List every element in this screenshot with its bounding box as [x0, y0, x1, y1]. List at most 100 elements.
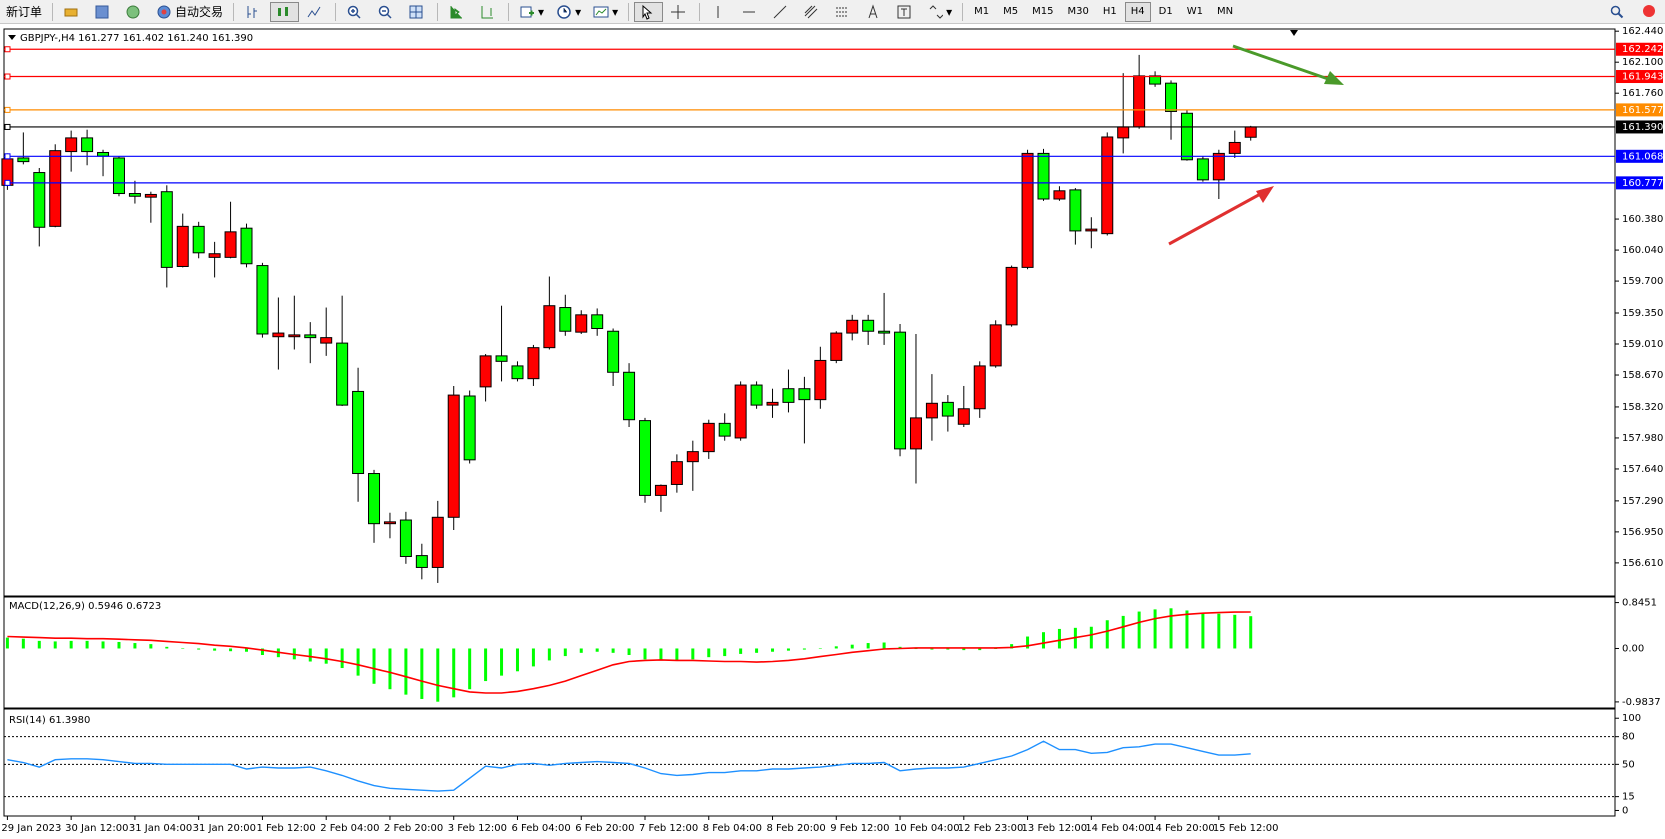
icon	[1610, 5, 1624, 18]
auto-scroll[interactable]	[443, 2, 472, 22]
timeframe-button[interactable]: MN	[1216, 6, 1234, 17]
macd-bar	[484, 648, 488, 682]
timeframe-button[interactable]: M1	[974, 6, 990, 17]
new-order-button[interactable]: 新订单	[1, 2, 47, 22]
candle-body	[1117, 126, 1130, 139]
crosshair-tool[interactable]	[665, 2, 694, 22]
timeframe-button[interactable]: H4	[1124, 1, 1151, 22]
toolbar-icon[interactable]	[120, 2, 149, 22]
timeframe-button[interactable]: M30	[1067, 6, 1089, 17]
timeframe-button[interactable]: H1	[1102, 6, 1117, 17]
search-button[interactable]	[1604, 2, 1633, 22]
y-tick-label: -0.9837	[1622, 697, 1661, 708]
candle-body	[846, 319, 859, 334]
candle-body	[575, 314, 588, 333]
icon	[717, 5, 719, 18]
toolbar-icon[interactable]	[301, 2, 330, 22]
timeframe-group: M1 M5 M15 M30 H1 H4 D1 W1 MN	[967, 1, 1240, 22]
y-tick-label: 161.760	[1622, 88, 1663, 99]
chart-shift[interactable]	[474, 2, 503, 22]
macd-bar	[531, 648, 535, 667]
toolbar-icon[interactable]	[270, 1, 300, 22]
channel-tool[interactable]	[798, 2, 827, 22]
horizontal-line-tool[interactable]	[736, 2, 765, 22]
symbol-menu-marker	[8, 35, 16, 40]
green-arrow-head	[1324, 71, 1344, 85]
macd-bar	[834, 646, 838, 649]
label-tool[interactable]	[891, 2, 920, 22]
candle-body	[208, 253, 221, 258]
candle-body	[1244, 126, 1257, 138]
candle-body	[97, 151, 110, 157]
candle-body	[1005, 266, 1018, 326]
icon	[671, 4, 686, 19]
macd-bar	[866, 643, 870, 649]
icon	[409, 5, 423, 18]
macd-bar	[898, 646, 902, 649]
macd-bar	[978, 648, 982, 651]
macd-bar	[213, 648, 217, 651]
macd-bar	[133, 643, 137, 649]
indicators-menu[interactable]: ▾	[514, 2, 549, 22]
red-arrow	[1168, 190, 1265, 246]
main-title: GBPJPY-,H4 161.277 161.402 161.240 161.3…	[20, 33, 253, 44]
macd-bar	[181, 648, 185, 649]
level-label: 161.390	[1622, 122, 1663, 133]
timeframe-button[interactable]: D1	[1158, 6, 1173, 17]
templates-menu[interactable]: ▾	[588, 2, 623, 22]
x-tick-label: 31 Jan 04:00	[129, 823, 192, 834]
candle-body	[176, 225, 189, 267]
icon	[126, 5, 140, 18]
tile-windows[interactable]	[403, 2, 432, 22]
candle-body	[957, 408, 970, 425]
cursor-tool[interactable]	[634, 1, 664, 22]
icon	[347, 5, 361, 19]
candle-body	[559, 307, 572, 332]
candle-body	[33, 172, 46, 228]
candle-body	[878, 330, 891, 334]
timeframe-button[interactable]: M5	[1003, 6, 1019, 17]
macd-bar	[420, 648, 424, 699]
macd-bar	[197, 648, 201, 650]
timeframe-button[interactable]: W1	[1186, 6, 1203, 17]
y-tick-label: 158.670	[1622, 370, 1663, 381]
candle-body	[894, 331, 907, 450]
toolbar-icon[interactable]	[58, 2, 87, 22]
arrows-menu[interactable]: ▾	[922, 2, 957, 22]
x-tick-label: 10 Feb 04:00	[894, 823, 960, 834]
y-tick-label: 100	[1622, 713, 1641, 724]
candle-body	[479, 355, 492, 388]
macd-bar	[563, 648, 567, 657]
macd-bar	[739, 648, 743, 654]
icon	[804, 5, 818, 18]
macd-bar	[547, 648, 551, 661]
macd-bar	[53, 641, 57, 649]
zoom-out[interactable]	[372, 2, 401, 22]
toolbar-icon[interactable]	[239, 2, 268, 22]
macd-bar	[771, 648, 775, 652]
level-tag	[1616, 42, 1663, 56]
zoom-in[interactable]	[341, 2, 370, 22]
toolbar-icon[interactable]	[89, 2, 118, 22]
y-tick-label: 162.440	[1622, 26, 1663, 37]
macd-bar	[1057, 628, 1061, 649]
trendline-tool[interactable]	[767, 2, 796, 22]
text-tool[interactable]	[860, 2, 889, 22]
red-arrow-head	[1256, 186, 1274, 203]
y-tick-label: 160.380	[1622, 214, 1663, 225]
macd-bar	[930, 648, 934, 650]
x-tick-label: 15 Feb 12:00	[1213, 823, 1279, 834]
vertical-line-tool[interactable]	[705, 2, 734, 22]
level-handle	[4, 123, 11, 130]
macd-bar	[404, 648, 408, 695]
notifications-button[interactable]	[1635, 2, 1664, 22]
timeframe-button[interactable]: M15	[1032, 6, 1054, 17]
auto-trading-button[interactable]: 自动交易	[151, 2, 228, 22]
periods-menu[interactable]: ▾	[551, 2, 586, 22]
fibo-tool[interactable]	[829, 2, 858, 22]
macd-bar	[1169, 608, 1173, 649]
y-tick-label: 159.350	[1622, 308, 1663, 319]
level-tag	[1616, 120, 1663, 134]
macd-bar	[755, 648, 759, 653]
